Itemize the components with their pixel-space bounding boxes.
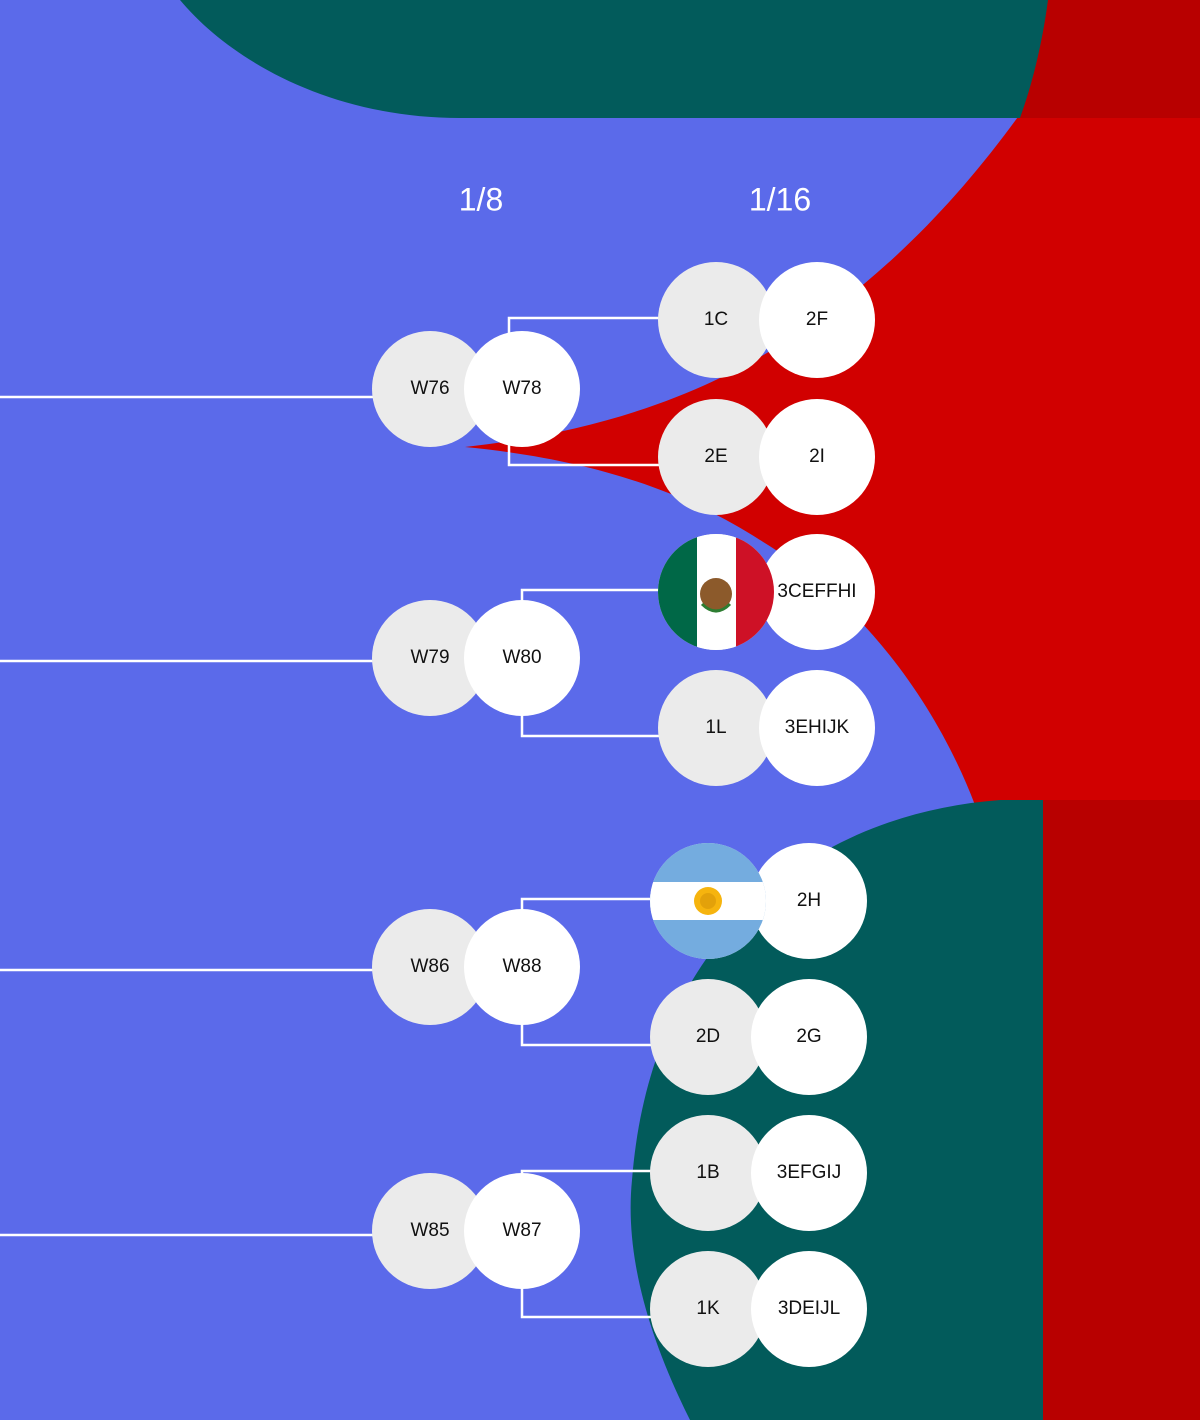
team-slot [658, 262, 774, 378]
green-shape-top [180, 0, 1200, 118]
dark-red-bottom [1043, 800, 1200, 1420]
team-slot [650, 1115, 766, 1231]
team-label: W76 [410, 378, 449, 399]
team-label: W86 [410, 956, 449, 977]
team-label: 3EHIJK [785, 717, 850, 738]
team-slot [751, 1115, 867, 1231]
team-slot [751, 1251, 867, 1367]
flag-argentina [650, 843, 766, 959]
team-label: 2E [704, 446, 727, 467]
team-label: 1C [704, 309, 728, 330]
team-label: 3CEFFHI [777, 581, 856, 602]
round-label: 1/16 [749, 181, 811, 217]
team-label: W88 [502, 956, 541, 977]
team-label: 2G [796, 1026, 821, 1047]
team-label: 1K [696, 1298, 720, 1319]
flags [650, 534, 774, 959]
team-slot [372, 331, 488, 447]
team-slot [650, 979, 766, 1095]
team-slot [759, 534, 875, 650]
team-label: 2I [809, 446, 825, 467]
team-label: 1B [696, 1162, 719, 1183]
team-slot [464, 909, 580, 1025]
team-slot [464, 600, 580, 716]
team-slot [751, 843, 867, 959]
team-slot [372, 909, 488, 1025]
team-label: W80 [502, 647, 541, 668]
team-label: 3EFGIJ [777, 1162, 841, 1183]
dark-red-top [1020, 0, 1200, 118]
team-label: 2D [696, 1026, 720, 1047]
team-label: 2H [797, 890, 821, 911]
round-label: 1/8 [459, 181, 503, 217]
team-slot [372, 1173, 488, 1289]
team-slot [759, 262, 875, 378]
team-slot [650, 1251, 766, 1367]
flag-mexico [658, 534, 774, 650]
team-label: W78 [502, 378, 541, 399]
team-slot [751, 979, 867, 1095]
team-slot [464, 1173, 580, 1289]
team-slot [759, 399, 875, 515]
team-label: W87 [502, 1220, 541, 1241]
team-slot [464, 331, 580, 447]
team-label: 2F [806, 309, 828, 330]
team-slot [658, 670, 774, 786]
team-slot [658, 399, 774, 515]
team-label: W85 [410, 1220, 449, 1241]
team-label: 3DEIJL [778, 1298, 840, 1319]
team-label: 1L [705, 717, 726, 738]
team-label: W79 [410, 647, 449, 668]
team-slot [759, 670, 875, 786]
team-slot [372, 600, 488, 716]
